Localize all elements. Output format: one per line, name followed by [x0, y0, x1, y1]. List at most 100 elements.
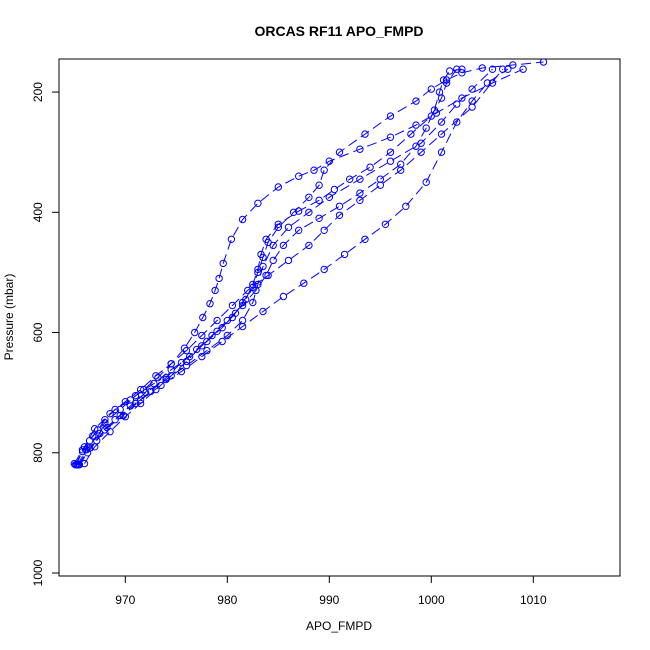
data-point [376, 181, 384, 189]
data-point [335, 211, 344, 220]
data-point [430, 106, 439, 114]
series-line [76, 68, 493, 466]
x-tick-label: 990 [319, 593, 339, 607]
data-point [335, 148, 344, 156]
data-point [437, 118, 446, 126]
data-point [167, 372, 175, 380]
data-point [262, 271, 270, 280]
data-point [509, 61, 517, 69]
data-point [85, 444, 94, 452]
data-point [208, 331, 216, 340]
data-point [213, 327, 221, 335]
data-point [320, 166, 328, 174]
data-point [315, 214, 323, 223]
data-point [453, 65, 461, 73]
data-point [442, 76, 451, 84]
data-point [422, 178, 430, 186]
data-point [91, 425, 99, 433]
data-point [78, 446, 87, 454]
data-point [198, 342, 206, 350]
data-point [249, 283, 257, 292]
data-point [238, 322, 247, 331]
y-axis-label: Pressure (mbar) [2, 274, 16, 361]
x-tick-label: 970 [115, 593, 135, 607]
data-point [519, 65, 527, 73]
data-point [101, 419, 109, 427]
data-point [366, 163, 374, 171]
data-point [386, 133, 395, 141]
data-point [213, 316, 221, 325]
data-point [315, 181, 323, 189]
data-point [198, 352, 206, 361]
data-point [468, 97, 476, 105]
data-point [427, 112, 435, 120]
data-point [402, 202, 410, 211]
data-point [238, 316, 247, 325]
data-point [264, 238, 272, 247]
data-point [238, 298, 247, 307]
data-point [361, 235, 369, 244]
data-point [238, 215, 247, 224]
data-point [218, 337, 226, 346]
x-axis-label: APO_FMPD [306, 619, 372, 633]
y-tick-label: 600 [31, 322, 45, 342]
data-point [219, 259, 227, 268]
data-point [289, 208, 298, 217]
data-point [180, 344, 189, 352]
data-point [356, 189, 364, 197]
data-point [75, 461, 84, 469]
data-point [300, 279, 308, 287]
data-point [254, 199, 262, 208]
data-point [376, 175, 384, 183]
y-tick-label: 200 [31, 82, 45, 102]
data-point [446, 67, 454, 75]
data-point [198, 331, 206, 340]
data-point [453, 118, 461, 126]
data-point [356, 196, 364, 205]
data-point [106, 428, 114, 436]
data-point [478, 64, 486, 72]
data-point [412, 142, 420, 150]
y-axis: 200 400 600 800 1000 [31, 82, 60, 586]
series-group [70, 59, 548, 469]
data-point [106, 410, 114, 418]
x-tick-label: 1000 [418, 593, 445, 607]
series-line [84, 61, 544, 464]
data-point [152, 385, 160, 394]
data-point [136, 399, 145, 408]
data-point [320, 265, 328, 274]
data-point [315, 196, 323, 205]
data-point [468, 103, 476, 111]
data-point [131, 392, 140, 400]
data-point [199, 313, 207, 322]
data-point [427, 85, 435, 93]
data-point [442, 79, 451, 87]
data-point [279, 292, 288, 301]
chart-title: ORCAS RF11 APO_FMPD [254, 23, 423, 39]
data-point [70, 459, 79, 468]
data-point [295, 172, 303, 180]
data-point [274, 223, 282, 232]
data-point [254, 268, 262, 277]
data-point [407, 130, 415, 138]
data-point [539, 59, 548, 66]
series-line [77, 68, 509, 466]
data-point [131, 399, 140, 408]
data-point [279, 241, 288, 250]
data-point [412, 121, 420, 129]
data-point [206, 300, 214, 308]
data-point [346, 175, 354, 183]
y-tick-label: 800 [31, 442, 45, 462]
data-point [295, 226, 303, 235]
plot-frame [58, 58, 621, 577]
data-point [177, 367, 186, 376]
data-point [215, 274, 223, 283]
data-point [453, 100, 461, 108]
data-point [218, 324, 226, 332]
data-point [284, 223, 293, 232]
data-point [101, 426, 109, 434]
x-tick-label: 1010 [520, 593, 547, 607]
data-point [325, 193, 333, 202]
data-point [386, 148, 395, 156]
